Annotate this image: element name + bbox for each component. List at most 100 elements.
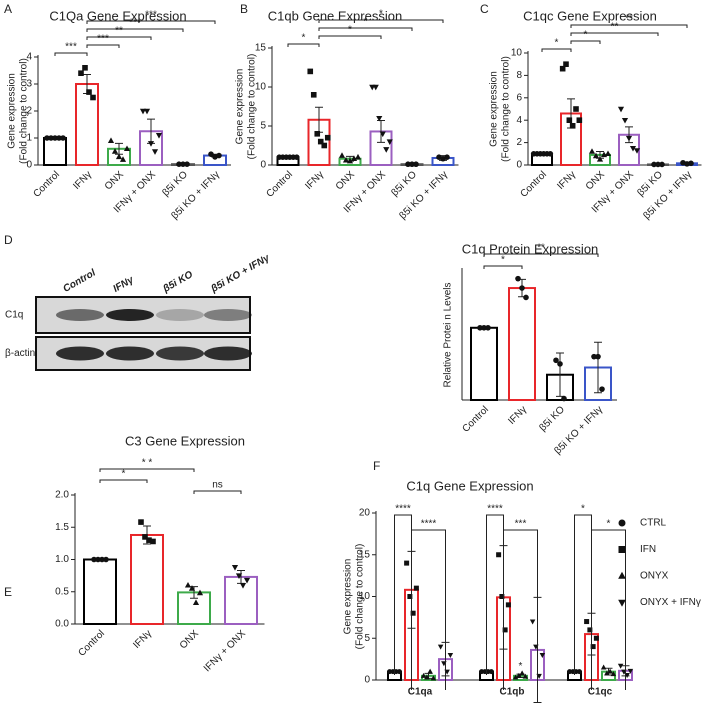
y-tick-label: 0: [26, 160, 32, 171]
point: [78, 70, 84, 76]
significance-label: ****: [421, 519, 437, 530]
significance-label: *: [584, 30, 588, 41]
point: [155, 133, 163, 139]
point: [523, 294, 529, 301]
blot-band: [106, 346, 154, 361]
y-tick-label: 6: [516, 92, 522, 103]
point: [86, 89, 92, 95]
point: [151, 149, 159, 155]
point: [396, 669, 402, 675]
error-bar: [594, 341, 602, 394]
x-tick-label: Control: [31, 169, 62, 200]
blot-band: [204, 309, 252, 321]
point: [310, 92, 317, 98]
panel-letter: D: [4, 233, 13, 247]
point: [383, 147, 390, 153]
error-bar: [377, 120, 385, 143]
significance-bracket: [570, 40, 601, 44]
x-tick-label: ONX: [178, 628, 201, 651]
point: [407, 594, 413, 599]
lane-label: Control: [61, 267, 97, 294]
significance-label: **: [611, 22, 619, 33]
x-tick-label: IFNγ: [71, 169, 94, 192]
point: [420, 672, 427, 678]
point: [147, 141, 155, 147]
point: [52, 135, 58, 141]
point: [143, 108, 151, 115]
chart-title: C1qc Gene Expression: [523, 8, 657, 23]
point: [146, 537, 152, 543]
point: [293, 154, 300, 160]
significance-label: **: [115, 26, 123, 37]
point: [239, 583, 247, 589]
point: [139, 108, 147, 115]
point: [107, 137, 115, 143]
y-axis-label: Gene expression: [235, 69, 246, 145]
y-tick-label: 0.5: [55, 586, 69, 597]
point: [505, 602, 511, 608]
point: [56, 135, 62, 141]
significance-label: **: [537, 243, 545, 254]
significance-label: **: [625, 14, 633, 25]
x-tick-label: β5i KO: [537, 404, 567, 434]
x-tick-label: IFNγ: [131, 628, 154, 651]
legend-marker: [618, 546, 626, 553]
point: [413, 585, 419, 591]
significance-label: *: [581, 504, 585, 515]
point: [519, 285, 525, 291]
point: [314, 131, 321, 137]
significance-label: ***: [129, 18, 141, 29]
y-tick-label: 2: [26, 106, 32, 117]
point: [427, 668, 433, 674]
y-tick-label: 4: [26, 52, 32, 63]
significance-bracket: [318, 35, 382, 39]
panel-letter: F: [373, 459, 380, 473]
y-tick-label: 4: [516, 115, 522, 126]
point: [617, 106, 625, 113]
blot-band: [204, 346, 252, 361]
point: [142, 534, 148, 540]
error-bar: [567, 98, 575, 129]
point: [111, 148, 119, 154]
point: [651, 161, 657, 168]
significance-bracket: [541, 48, 572, 52]
point: [502, 627, 508, 633]
bar: [130, 533, 164, 625]
point: [430, 675, 437, 681]
significance-bracket: [99, 468, 195, 472]
x-tick-label: Control: [460, 404, 491, 435]
y-axis-label: (Fold change to control): [501, 56, 512, 162]
significance-bracket: [411, 529, 446, 690]
point: [591, 353, 597, 360]
y-tick-label: 1: [26, 133, 32, 144]
y-tick-label: 2: [516, 137, 522, 148]
point: [488, 669, 494, 675]
y-axis-label: Gene expression: [7, 73, 18, 149]
significance-bracket: [86, 20, 216, 24]
x-tick-label: β5i KO: [160, 169, 190, 199]
point: [590, 644, 596, 650]
significance-bracket: [318, 27, 413, 31]
significance-label: ***: [515, 519, 527, 530]
x-tick-label: β5i KO: [389, 169, 419, 199]
y-tick-label: 0: [260, 160, 266, 171]
point: [413, 161, 419, 168]
point: [437, 644, 444, 650]
x-tick-label: ONX: [103, 169, 126, 192]
point: [587, 627, 593, 633]
row-label: C1q: [5, 310, 23, 321]
x-tick-label: IFNγ + ONX: [202, 628, 248, 674]
significance-label: *: [555, 38, 559, 49]
x-tick-label: C1qa: [408, 687, 433, 698]
legend-marker: [618, 519, 626, 527]
significance-bracket: [287, 43, 320, 47]
y-axis-label: (Fold change to control): [355, 544, 366, 650]
point: [610, 671, 617, 677]
x-tick-label: ONX: [334, 169, 357, 192]
point: [196, 589, 204, 596]
significance-bracket: [99, 479, 148, 483]
x-tick-label: Control: [518, 169, 549, 200]
point: [600, 664, 607, 670]
point: [522, 673, 529, 679]
